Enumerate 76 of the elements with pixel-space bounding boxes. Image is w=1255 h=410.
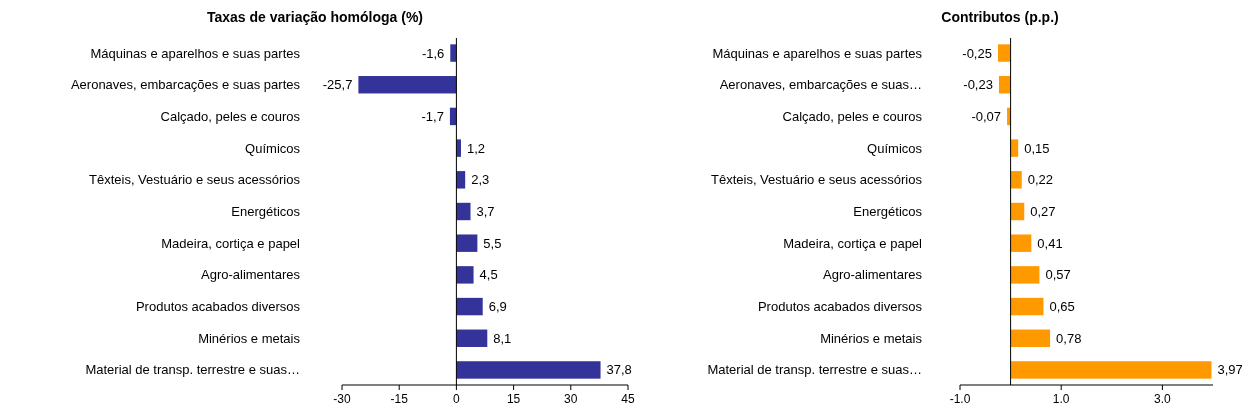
data-label: -1,6	[421, 45, 445, 61]
y-tick-label: Agro-alimentares	[823, 267, 923, 283]
x-tick-label: -1.0	[949, 392, 971, 406]
chart-title: Taxas de variação homóloga (%)	[206, 9, 424, 25]
y-tick-label: Produtos acabados diversos	[757, 299, 923, 315]
data-label: -0,23	[963, 77, 993, 93]
data-label: -1,7	[421, 108, 444, 124]
data-label: 0,22	[1027, 172, 1054, 188]
bar	[1010, 202, 1025, 221]
x-tick-label: -30	[333, 392, 351, 406]
y-tick-label: Calçado, peles e couros	[782, 108, 923, 124]
bar	[1010, 171, 1022, 189]
bar	[1010, 234, 1032, 252]
y-tick-label: Madeira, cortiça e papel	[161, 235, 301, 251]
data-label: 6,9	[488, 299, 507, 315]
data-label: 0,15	[1024, 140, 1050, 156]
y-tick-label: Máquinas e aparelhos e suas partes	[90, 45, 301, 61]
data-label: 37,8	[606, 362, 632, 378]
x-tick-label: 45	[621, 392, 635, 406]
data-label: 4,5	[479, 267, 498, 283]
bar	[456, 139, 461, 157]
x-tick-label: 30	[564, 392, 578, 406]
data-label: 8,1	[493, 330, 512, 346]
x-tick-label: 3.0	[1154, 392, 1172, 406]
bar	[449, 107, 457, 126]
bar	[456, 171, 466, 189]
y-tick-label: Químicos	[245, 140, 301, 156]
y-tick-label: Aeronaves, embarcações e suas…	[719, 77, 922, 93]
data-label: -25,7	[322, 77, 353, 93]
y-tick-label: Têxteis, Vestuário e seus acessórios	[89, 172, 301, 188]
y-tick-label: Têxteis, Vestuário e seus acessórios	[711, 172, 923, 188]
bar	[998, 76, 1011, 94]
x-tick-label: 15	[506, 392, 521, 406]
y-tick-label: Agro-alimentares	[201, 267, 301, 283]
y-tick-label: Energéticos	[853, 204, 923, 220]
bar	[456, 234, 478, 252]
x-tick-label: 0	[453, 392, 461, 406]
bar	[1010, 139, 1019, 157]
y-tick-label: Material de transp. terrestre e suas…	[85, 362, 300, 378]
y-tick-label: Calçado, peles e couros	[160, 108, 301, 124]
y-tick-label: Químicos	[867, 140, 923, 156]
bar	[456, 202, 471, 221]
bar	[997, 44, 1011, 62]
bar	[456, 361, 601, 379]
y-tick-label: Minérios e metais	[198, 330, 301, 346]
data-label: 2,3	[471, 172, 490, 188]
bar	[1010, 266, 1040, 284]
y-tick-label: Produtos acabados diversos	[135, 299, 301, 315]
data-label: -0,07	[971, 108, 1002, 124]
bar	[456, 329, 488, 347]
data-label: -0,25	[962, 45, 992, 61]
data-label: 3,97	[1217, 362, 1243, 378]
bar	[456, 297, 483, 316]
bar	[1010, 361, 1212, 379]
data-label: 0,57	[1045, 267, 1071, 283]
data-label: 5,5	[483, 235, 502, 251]
y-tick-label: Aeronaves, embarcações e suas partes	[70, 77, 301, 93]
y-tick-label: Energéticos	[231, 204, 301, 220]
data-label: 1,2	[466, 140, 486, 156]
bar	[450, 44, 457, 62]
bar	[1010, 329, 1051, 347]
data-label: 0,27	[1030, 204, 1056, 220]
data-label: 0,78	[1056, 330, 1082, 346]
data-label: 0,41	[1037, 235, 1063, 251]
y-tick-label: Máquinas e aparelhos e suas partes	[712, 45, 923, 61]
y-tick-label: Minérios e metais	[820, 330, 923, 346]
data-label: 3,7	[476, 204, 495, 220]
y-tick-label: Material de transp. terrestre e suas…	[707, 362, 922, 378]
x-tick-label: -15	[390, 392, 409, 406]
bar	[456, 266, 474, 284]
data-label: 0,65	[1049, 299, 1075, 315]
bar	[358, 76, 457, 94]
y-tick-label: Madeira, cortiça e papel	[783, 235, 923, 251]
x-tick-label: 1.0	[1052, 392, 1070, 406]
chart-title: Contributos (p.p.)	[941, 9, 1059, 25]
bar	[1010, 297, 1044, 316]
